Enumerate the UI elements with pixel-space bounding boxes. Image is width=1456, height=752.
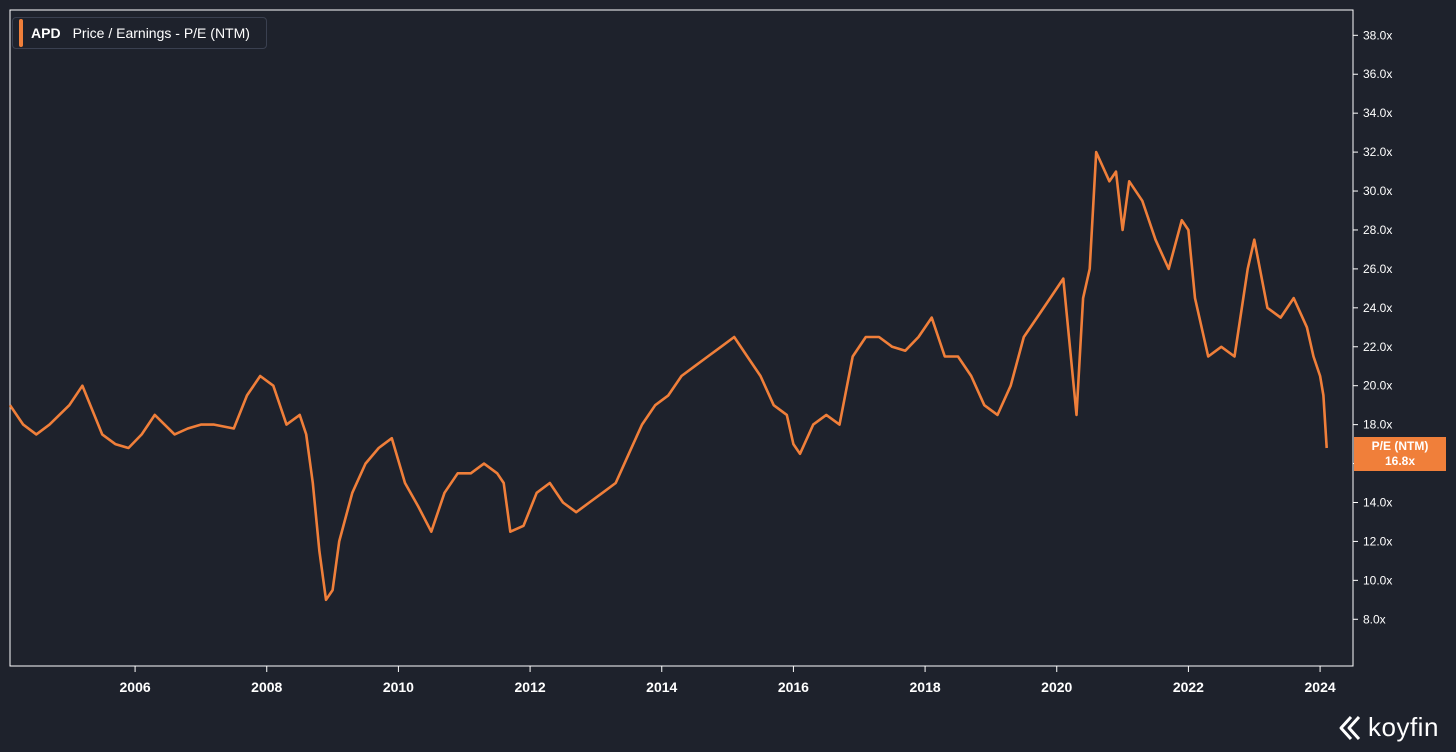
legend: APD Price / Earnings - P/E (NTM) [12,17,267,49]
pe-series-line [8,150,1328,602]
y-tick-label: 12.0x [1363,534,1392,548]
x-tick-label: 2014 [646,679,677,695]
x-tick-label: 2016 [778,679,809,695]
y-tick-label: 28.0x [1363,223,1392,237]
y-tick-label: 38.0x [1363,28,1392,42]
y-tick-label: 22.0x [1363,340,1392,354]
x-tick-label: 2024 [1305,679,1336,695]
y-tick-label: 30.0x [1363,184,1392,198]
plot-frame [9,9,1354,667]
x-axis: 2006 2008 2010 2012 2014 2016 2018 2020 2022 2024 [120,666,1336,695]
legend-metric: Price / Earnings - P/E (NTM) [72,25,250,41]
last-value-badge: P/E (NTM) 16.8x [1354,437,1446,471]
y-tick-label: 24.0x [1363,301,1392,315]
x-tick-label: 2018 [910,679,941,695]
x-tick-label: 2006 [120,679,151,695]
y-tick-label: 14.0x [1363,495,1392,509]
badge-label: P/E (NTM) [1371,439,1429,453]
koyfin-logo-icon [1339,715,1361,740]
x-tick-label: 2020 [1041,679,1072,695]
legend-swatch [19,19,23,47]
x-tick-label: 2012 [515,679,546,695]
y-tick-label: 32.0x [1363,145,1392,159]
y-tick-label: 34.0x [1363,106,1392,120]
y-tick-label: 18.0x [1363,418,1392,432]
badge-value: 16.8x [1384,454,1416,468]
legend-ticker: APD [31,25,61,41]
y-tick-label: 20.0x [1363,379,1392,393]
y-axis: 8.0x10.0x12.0x14.0x16.0x18.0x20.0x22.0x2… [1353,28,1392,626]
y-tick-label: 8.0x [1363,612,1386,626]
x-tick-label: 2010 [383,679,414,695]
x-tick-label: 2022 [1173,679,1204,695]
y-tick-label: 10.0x [1363,573,1392,587]
y-tick-label: 36.0x [1363,67,1392,81]
y-tick-label: 26.0x [1363,262,1392,276]
koyfin-logo: koyfin [1338,712,1439,743]
x-tick-label: 2008 [251,679,282,695]
logo-text: koyfin [1368,712,1439,742]
